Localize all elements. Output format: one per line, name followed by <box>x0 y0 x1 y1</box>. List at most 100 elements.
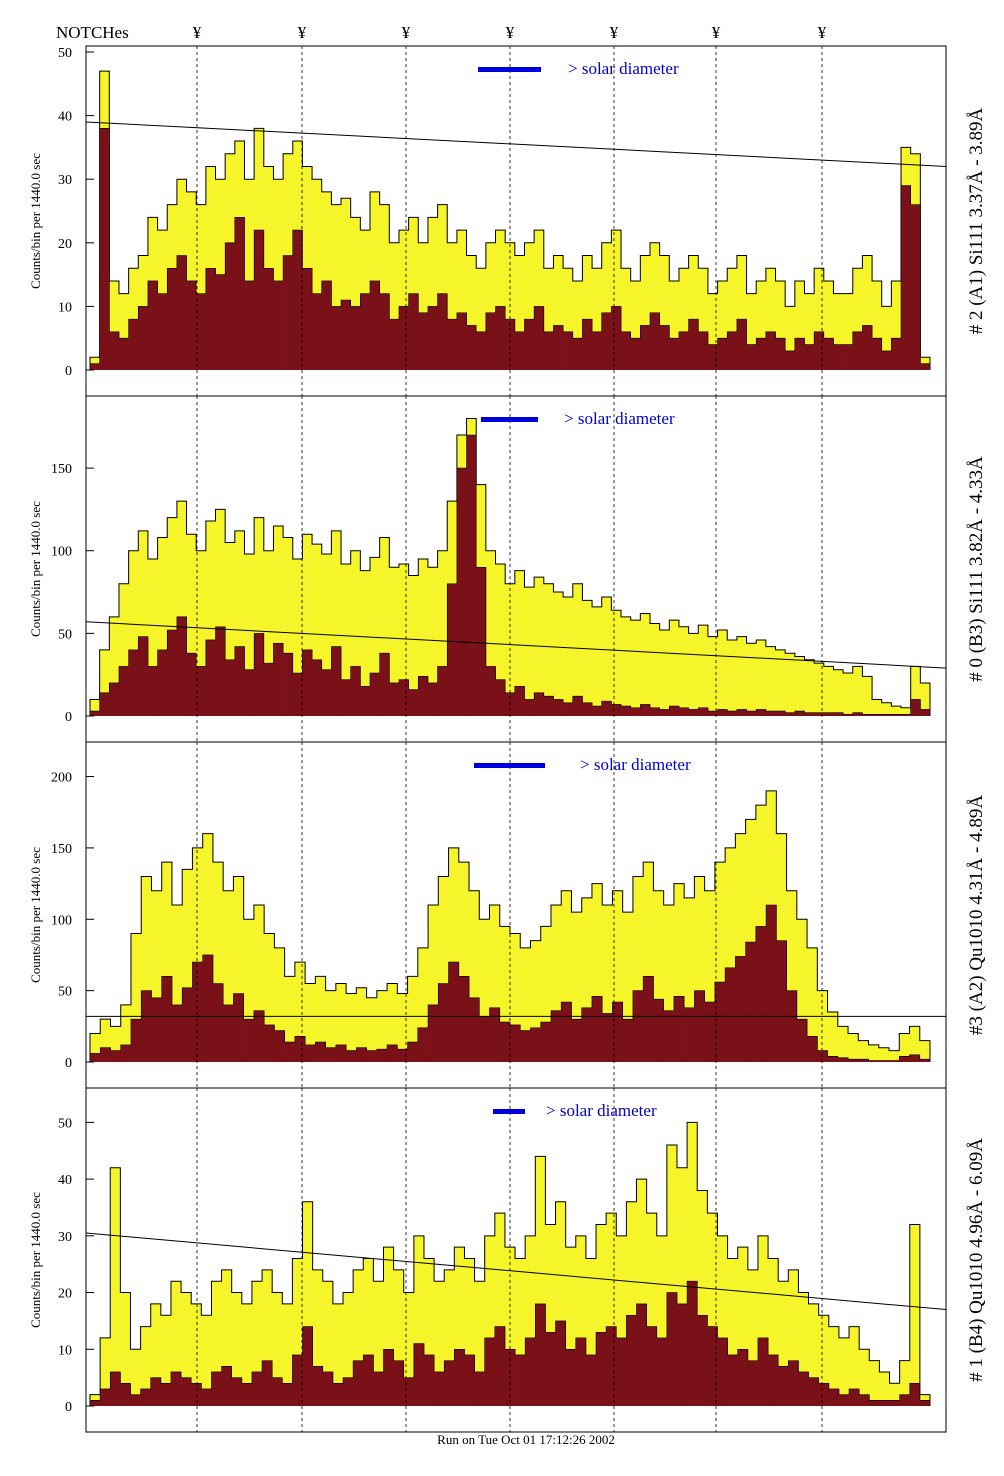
total-bar <box>272 1292 283 1406</box>
total-bar <box>727 1258 739 1406</box>
subset-bar <box>231 1377 243 1406</box>
total-bar <box>387 983 398 1062</box>
subset-bar <box>350 306 361 370</box>
subset-bar <box>524 699 535 716</box>
subset-bar <box>881 714 892 716</box>
subset-bar <box>167 268 178 370</box>
notches-label: NOTCHes <box>56 23 129 42</box>
total-bar <box>428 905 439 1062</box>
total-bar <box>454 1247 465 1406</box>
y-axis-label: Counts/bin per 1440.0 sec <box>28 847 43 983</box>
subset-bar <box>534 692 545 716</box>
total-bar <box>572 280 583 370</box>
total-bar <box>398 230 409 370</box>
subset-bar <box>899 1394 911 1406</box>
subset-bar <box>859 1394 870 1406</box>
total-bar <box>823 280 834 370</box>
subset-bar <box>225 659 236 716</box>
subset-bar <box>746 711 757 716</box>
total-bar <box>768 1258 779 1406</box>
subset-bar <box>466 435 477 716</box>
subset-bar <box>225 242 236 370</box>
subset-bar <box>292 1354 303 1406</box>
subset-bar <box>818 1383 830 1406</box>
total-bar <box>141 876 152 1062</box>
subset-bar <box>650 707 660 716</box>
total-bar <box>920 682 931 716</box>
y-tick-label: 0 <box>65 1400 72 1415</box>
subset-bar <box>910 204 921 370</box>
subset-bar <box>833 344 844 370</box>
subset-bar <box>331 646 342 716</box>
total-bar <box>804 659 815 716</box>
subset-bar <box>563 702 574 716</box>
y-tick-label: 20 <box>58 237 72 252</box>
total-bar <box>504 1247 516 1406</box>
subset-bar <box>707 344 718 370</box>
subset-bar <box>786 990 798 1062</box>
total-bar <box>535 1156 546 1406</box>
subset-bar <box>244 669 255 716</box>
total-bar <box>717 280 728 370</box>
total-bar <box>872 280 883 370</box>
total-bar <box>881 306 892 370</box>
subset-bar <box>312 659 323 716</box>
subset-outline <box>89 434 931 716</box>
subset-bar <box>872 714 883 716</box>
subset-bar <box>553 325 564 370</box>
total-bar <box>223 890 234 1062</box>
total-bar <box>90 699 100 716</box>
total-bar <box>243 919 255 1062</box>
subset-bar <box>495 679 506 716</box>
total-bar <box>530 940 542 1062</box>
total-bar <box>563 268 574 370</box>
subset-bar <box>469 997 480 1062</box>
total-bar <box>181 1292 192 1406</box>
total-bar <box>553 592 564 716</box>
total-bar <box>520 947 531 1062</box>
total-bar <box>717 1235 728 1406</box>
subset-bar <box>540 1022 552 1062</box>
total-bar <box>130 933 142 1062</box>
subset-bar <box>872 338 883 370</box>
total-bar <box>563 597 574 716</box>
total-bar <box>862 676 873 716</box>
total-bar <box>592 606 603 716</box>
subset-bar <box>785 712 796 716</box>
total-bar <box>650 623 660 716</box>
total-bar <box>294 962 306 1062</box>
subset-bar <box>437 293 448 370</box>
total-bar <box>545 1224 556 1406</box>
subset-bar <box>632 990 644 1062</box>
total-bar <box>370 557 380 716</box>
subset-bar <box>640 704 651 716</box>
subset-bar <box>456 468 467 716</box>
total-bar <box>919 1040 931 1062</box>
total-bar <box>389 242 400 370</box>
total-bar <box>305 983 316 1062</box>
subset-bar <box>321 669 332 716</box>
total-bar <box>889 1383 900 1406</box>
subset-bar <box>804 344 815 370</box>
subset-bar <box>756 709 767 716</box>
subset-bar <box>110 1050 122 1062</box>
subset-bar <box>360 293 371 370</box>
subset-bar <box>814 712 825 716</box>
total-bar <box>118 583 129 716</box>
total-bar <box>678 268 689 370</box>
subset-bar <box>636 1303 647 1406</box>
subset-bar <box>775 338 786 370</box>
total-bar <box>403 1292 415 1406</box>
total-bar <box>282 1303 293 1406</box>
total-bar <box>196 550 207 716</box>
subset-bar <box>843 344 854 370</box>
subset-bar <box>643 976 654 1062</box>
total-bar <box>212 862 224 1062</box>
total-bar <box>437 204 448 370</box>
subset-bar <box>630 707 641 716</box>
total-bar <box>109 280 120 370</box>
subset-bar <box>515 1354 526 1406</box>
y-axis-label: Counts/bin per 1440.0 sec <box>28 1192 43 1328</box>
run-timestamp: Run on Tue Oct 01 17:12:26 2002 <box>437 1432 615 1447</box>
subset-bar <box>582 702 593 716</box>
